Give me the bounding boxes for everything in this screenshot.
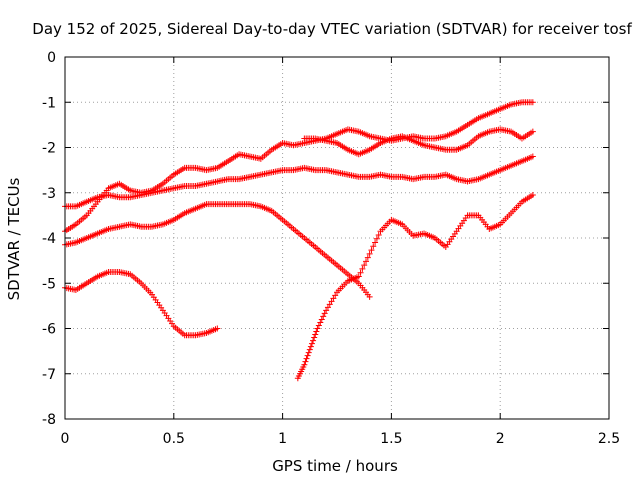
y-tick-label: -2	[42, 141, 56, 157]
data-point	[364, 254, 371, 261]
data-point	[307, 343, 314, 350]
data-point	[361, 262, 368, 269]
x-tick-label: 1.5	[380, 431, 402, 447]
y-tick-label: -3	[42, 186, 56, 202]
x-tick-label: 0.5	[163, 431, 185, 447]
data-point	[312, 331, 319, 338]
data-point	[332, 292, 339, 299]
data-point	[357, 269, 364, 276]
y-tick-label: -5	[42, 276, 56, 292]
data-point	[372, 239, 379, 246]
data-series	[301, 126, 536, 158]
data-point	[363, 258, 370, 265]
data-point	[306, 346, 313, 353]
data-point	[305, 349, 312, 356]
data-point	[375, 231, 382, 238]
data-point	[370, 243, 377, 250]
data-point	[315, 322, 322, 329]
y-tick-label: 0	[47, 50, 56, 66]
data-points-layer	[62, 99, 536, 382]
data-point	[373, 235, 380, 242]
x-tick-label: 1	[278, 431, 287, 447]
data-series	[62, 153, 536, 210]
y-tick-label: -1	[42, 95, 56, 111]
data-point	[310, 337, 317, 344]
data-point	[321, 310, 328, 317]
grid-layer	[65, 57, 609, 419]
plot-frame	[64, 56, 610, 420]
data-point	[366, 250, 373, 257]
data-point	[318, 316, 325, 323]
y-tick-label: -8	[42, 412, 56, 428]
y-tick-label: -4	[42, 231, 56, 247]
data-point	[317, 319, 324, 326]
data-point	[313, 328, 320, 335]
data-point	[308, 340, 315, 347]
data-point	[314, 325, 321, 332]
data-point	[359, 265, 366, 272]
data-point	[328, 298, 335, 305]
data-series	[62, 201, 373, 300]
y-tick-label: -6	[42, 322, 56, 338]
data-point	[320, 313, 327, 320]
x-tick-label: 2.5	[598, 431, 620, 447]
data-point	[303, 355, 310, 362]
data-point	[355, 273, 362, 280]
data-point	[529, 153, 536, 160]
data-point	[529, 99, 536, 106]
data-point	[330, 295, 337, 302]
data-point	[368, 247, 375, 254]
data-point	[324, 304, 331, 311]
data-point	[529, 128, 536, 135]
data-point	[323, 307, 330, 314]
data-point	[214, 325, 221, 332]
data-point	[529, 192, 536, 199]
data-point	[304, 352, 311, 359]
data-point	[301, 361, 308, 368]
x-tick-label: 0	[61, 431, 70, 447]
chart-title: Day 152 of 2025, Sidereal Day-to-day VTE…	[32, 20, 632, 38]
data-point	[366, 293, 373, 300]
data-point	[326, 301, 333, 308]
data-point	[302, 358, 309, 365]
y-tick-label: -7	[42, 367, 56, 383]
y-axis-title: SDTVAR / TECUs	[5, 177, 23, 300]
data-series	[62, 268, 221, 339]
data-series	[294, 192, 536, 382]
ticks-layer: 0 0.5 1 1.5 2 2.5 0 -1 -2 -3 -4 -5 -6 -7 -8	[42, 50, 620, 447]
x-axis-title: GPS time / hours	[272, 457, 398, 475]
x-tick-label: 2	[496, 431, 505, 447]
data-point	[311, 334, 318, 341]
